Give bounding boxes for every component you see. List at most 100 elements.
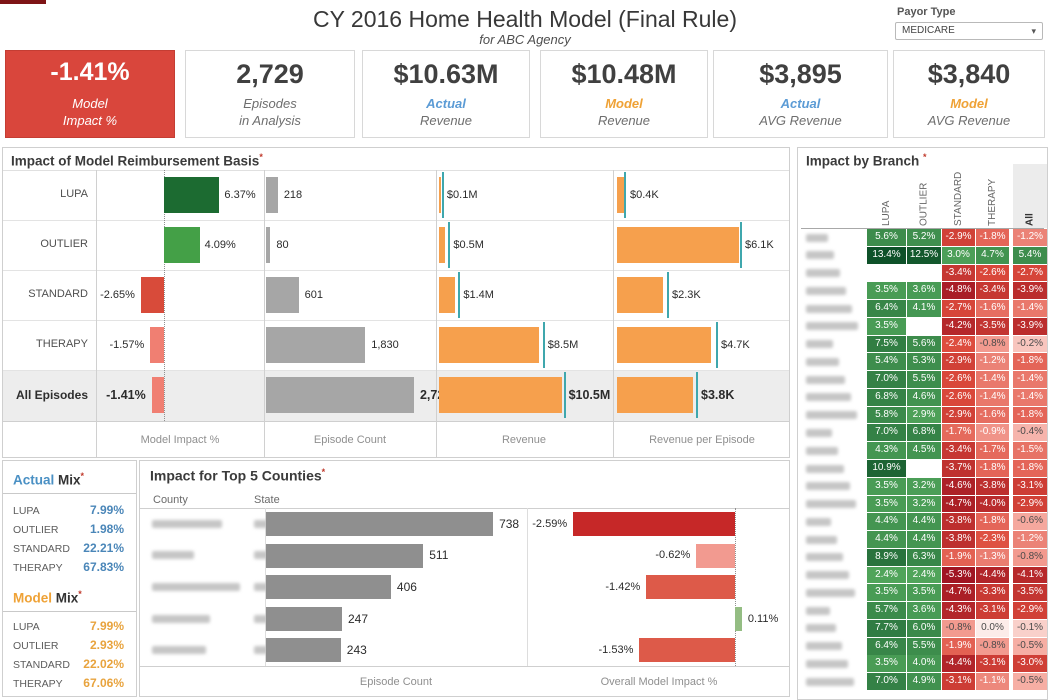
county-impact-bar[interactable] bbox=[639, 638, 735, 663]
branch-impact-cell[interactable]: 4.3% bbox=[867, 442, 906, 460]
branch-impact-cell[interactable]: 5.6% bbox=[867, 229, 906, 246]
branch-impact-cell[interactable]: 7.5% bbox=[867, 335, 906, 353]
branch-impact-cell[interactable]: 3.5% bbox=[867, 282, 906, 300]
branch-impact-cell[interactable]: -1.6% bbox=[976, 300, 1009, 317]
branch-impact-cell[interactable]: -0.8% bbox=[976, 335, 1009, 353]
branch-impact-cell[interactable]: 7.0% bbox=[867, 371, 906, 388]
branch-impact-cell[interactable]: -1.8% bbox=[1013, 460, 1047, 477]
revenue-per-episode-bar[interactable] bbox=[617, 377, 693, 413]
branch-impact-cell[interactable]: 4.7% bbox=[976, 246, 1009, 264]
county-episode-bar[interactable] bbox=[266, 638, 341, 663]
branch-impact-cell[interactable]: 6.3% bbox=[907, 548, 941, 566]
branch-impact-cell[interactable]: -2.7% bbox=[1013, 264, 1047, 282]
revenue-per-episode-bar[interactable] bbox=[617, 277, 663, 313]
branch-impact-cell[interactable]: 4.5% bbox=[907, 442, 941, 460]
branch-impact-cell[interactable]: -3.4% bbox=[942, 442, 975, 460]
branch-impact-cell[interactable]: -4.7% bbox=[942, 495, 975, 513]
branch-impact-cell[interactable]: 3.5% bbox=[867, 584, 906, 602]
county-episode-bar[interactable] bbox=[266, 606, 342, 631]
branch-impact-cell[interactable]: -1.9% bbox=[942, 637, 975, 655]
branch-impact-cell[interactable]: -3.4% bbox=[942, 264, 975, 282]
branch-impact-cell[interactable]: -2.6% bbox=[976, 264, 1009, 282]
branch-impact-cell[interactable]: -3.1% bbox=[976, 602, 1009, 619]
branch-impact-cell[interactable]: -1.4% bbox=[1013, 371, 1047, 388]
branch-impact-cell[interactable]: 3.2% bbox=[907, 477, 941, 495]
model-impact-bar[interactable] bbox=[164, 177, 220, 213]
branch-impact-cell[interactable]: 4.1% bbox=[907, 300, 941, 317]
branch-impact-cell[interactable]: -1.4% bbox=[1013, 388, 1047, 406]
branch-impact-cell[interactable]: -4.6% bbox=[942, 477, 975, 495]
branch-impact-cell[interactable]: -2.7% bbox=[942, 300, 975, 317]
branch-impact-cell[interactable]: -4.2% bbox=[942, 317, 975, 335]
episode-count-bar[interactable] bbox=[266, 177, 278, 213]
branch-impact-cell[interactable]: -3.0% bbox=[1013, 655, 1047, 673]
branch-impact-cell[interactable]: -0.4% bbox=[1013, 424, 1047, 442]
branch-impact-cell[interactable]: 4.4% bbox=[907, 531, 941, 548]
revenue-bar[interactable] bbox=[439, 377, 563, 413]
branch-impact-cell[interactable]: 5.4% bbox=[867, 353, 906, 371]
county-episode-bar[interactable] bbox=[266, 575, 391, 600]
branch-impact-cell[interactable]: -1.9% bbox=[942, 548, 975, 566]
branch-impact-cell[interactable]: -3.1% bbox=[942, 673, 975, 691]
branch-impact-cell[interactable]: -2.9% bbox=[1013, 602, 1047, 619]
branch-impact-cell[interactable]: -4.7% bbox=[942, 584, 975, 602]
branch-impact-cell[interactable]: 2.4% bbox=[907, 566, 941, 584]
branch-impact-cell[interactable]: -3.4% bbox=[976, 282, 1009, 300]
branch-impact-cell[interactable]: -1.7% bbox=[942, 424, 975, 442]
branch-impact-cell[interactable]: 4.6% bbox=[907, 388, 941, 406]
branch-impact-cell[interactable]: 6.8% bbox=[867, 388, 906, 406]
county-episode-bar[interactable] bbox=[266, 512, 494, 536]
branch-impact-cell[interactable]: 3.6% bbox=[907, 602, 941, 619]
branch-impact-cell[interactable]: -2.3% bbox=[976, 531, 1009, 548]
branch-impact-cell[interactable]: 3.6% bbox=[907, 282, 941, 300]
branch-impact-cell[interactable]: 3.0% bbox=[942, 246, 975, 264]
branch-impact-cell[interactable]: 7.0% bbox=[867, 424, 906, 442]
branch-impact-cell[interactable]: -3.9% bbox=[1013, 282, 1047, 300]
branch-impact-cell[interactable]: -3.3% bbox=[976, 584, 1009, 602]
branch-impact-cell[interactable]: -1.6% bbox=[976, 406, 1009, 424]
branch-impact-cell[interactable]: -1.1% bbox=[976, 673, 1009, 691]
county-episode-bar[interactable] bbox=[266, 543, 424, 568]
county-impact-bar[interactable] bbox=[646, 575, 735, 600]
branch-impact-cell[interactable]: -3.8% bbox=[942, 513, 975, 531]
branch-impact-cell[interactable]: -1.2% bbox=[1013, 229, 1047, 246]
branch-impact-cell[interactable]: 0.0% bbox=[976, 619, 1009, 637]
branch-impact-cell[interactable]: -3.1% bbox=[976, 655, 1009, 673]
branch-impact-cell[interactable]: 5.8% bbox=[867, 406, 906, 424]
branch-impact-cell[interactable]: -1.3% bbox=[976, 548, 1009, 566]
model-impact-bar[interactable] bbox=[150, 327, 164, 363]
branch-impact-cell[interactable]: -1.2% bbox=[976, 353, 1009, 371]
branch-impact-cell[interactable]: -0.8% bbox=[976, 637, 1009, 655]
episode-count-bar[interactable] bbox=[266, 277, 299, 313]
branch-impact-cell[interactable]: -0.6% bbox=[1013, 513, 1047, 531]
branch-impact-cell[interactable]: 10.9% bbox=[867, 460, 906, 477]
branch-impact-cell[interactable]: 4.4% bbox=[867, 531, 906, 548]
model-impact-bar[interactable] bbox=[140, 277, 164, 313]
branch-impact-cell[interactable]: 5.3% bbox=[907, 353, 941, 371]
branch-impact-cell[interactable]: 4.9% bbox=[907, 673, 941, 691]
county-impact-bar[interactable] bbox=[696, 543, 735, 568]
branch-impact-cell[interactable]: -2.9% bbox=[942, 229, 975, 246]
branch-impact-cell[interactable]: 12.5% bbox=[907, 246, 941, 264]
branch-impact-cell[interactable]: -0.1% bbox=[1013, 619, 1047, 637]
revenue-per-episode-bar[interactable] bbox=[617, 227, 739, 263]
branch-impact-cell[interactable]: 5.5% bbox=[907, 371, 941, 388]
branch-impact-cell[interactable]: 3.5% bbox=[867, 495, 906, 513]
episode-count-bar[interactable] bbox=[266, 227, 271, 263]
branch-impact-cell[interactable]: -1.8% bbox=[976, 513, 1009, 531]
branch-impact-cell[interactable]: -1.8% bbox=[976, 229, 1009, 246]
branch-impact-cell[interactable]: -2.9% bbox=[942, 353, 975, 371]
county-impact-bar[interactable] bbox=[735, 606, 742, 631]
payor-type-dropdown[interactable]: MEDICARE ▾ bbox=[895, 22, 1043, 40]
branch-impact-cell[interactable]: -0.5% bbox=[1013, 637, 1047, 655]
branch-impact-cell[interactable]: -1.4% bbox=[1013, 300, 1047, 317]
branch-impact-cell[interactable]: -3.9% bbox=[1013, 317, 1047, 335]
branch-impact-cell[interactable]: -1.8% bbox=[1013, 353, 1047, 371]
branch-impact-cell[interactable]: 3.5% bbox=[907, 584, 941, 602]
branch-impact-cell[interactable]: -4.3% bbox=[942, 602, 975, 619]
model-impact-bar[interactable] bbox=[151, 377, 164, 413]
branch-impact-cell[interactable]: -4.4% bbox=[942, 655, 975, 673]
county-impact-bar[interactable] bbox=[573, 512, 735, 536]
branch-impact-cell[interactable]: -2.6% bbox=[942, 388, 975, 406]
branch-impact-cell[interactable]: -0.5% bbox=[1013, 673, 1047, 691]
